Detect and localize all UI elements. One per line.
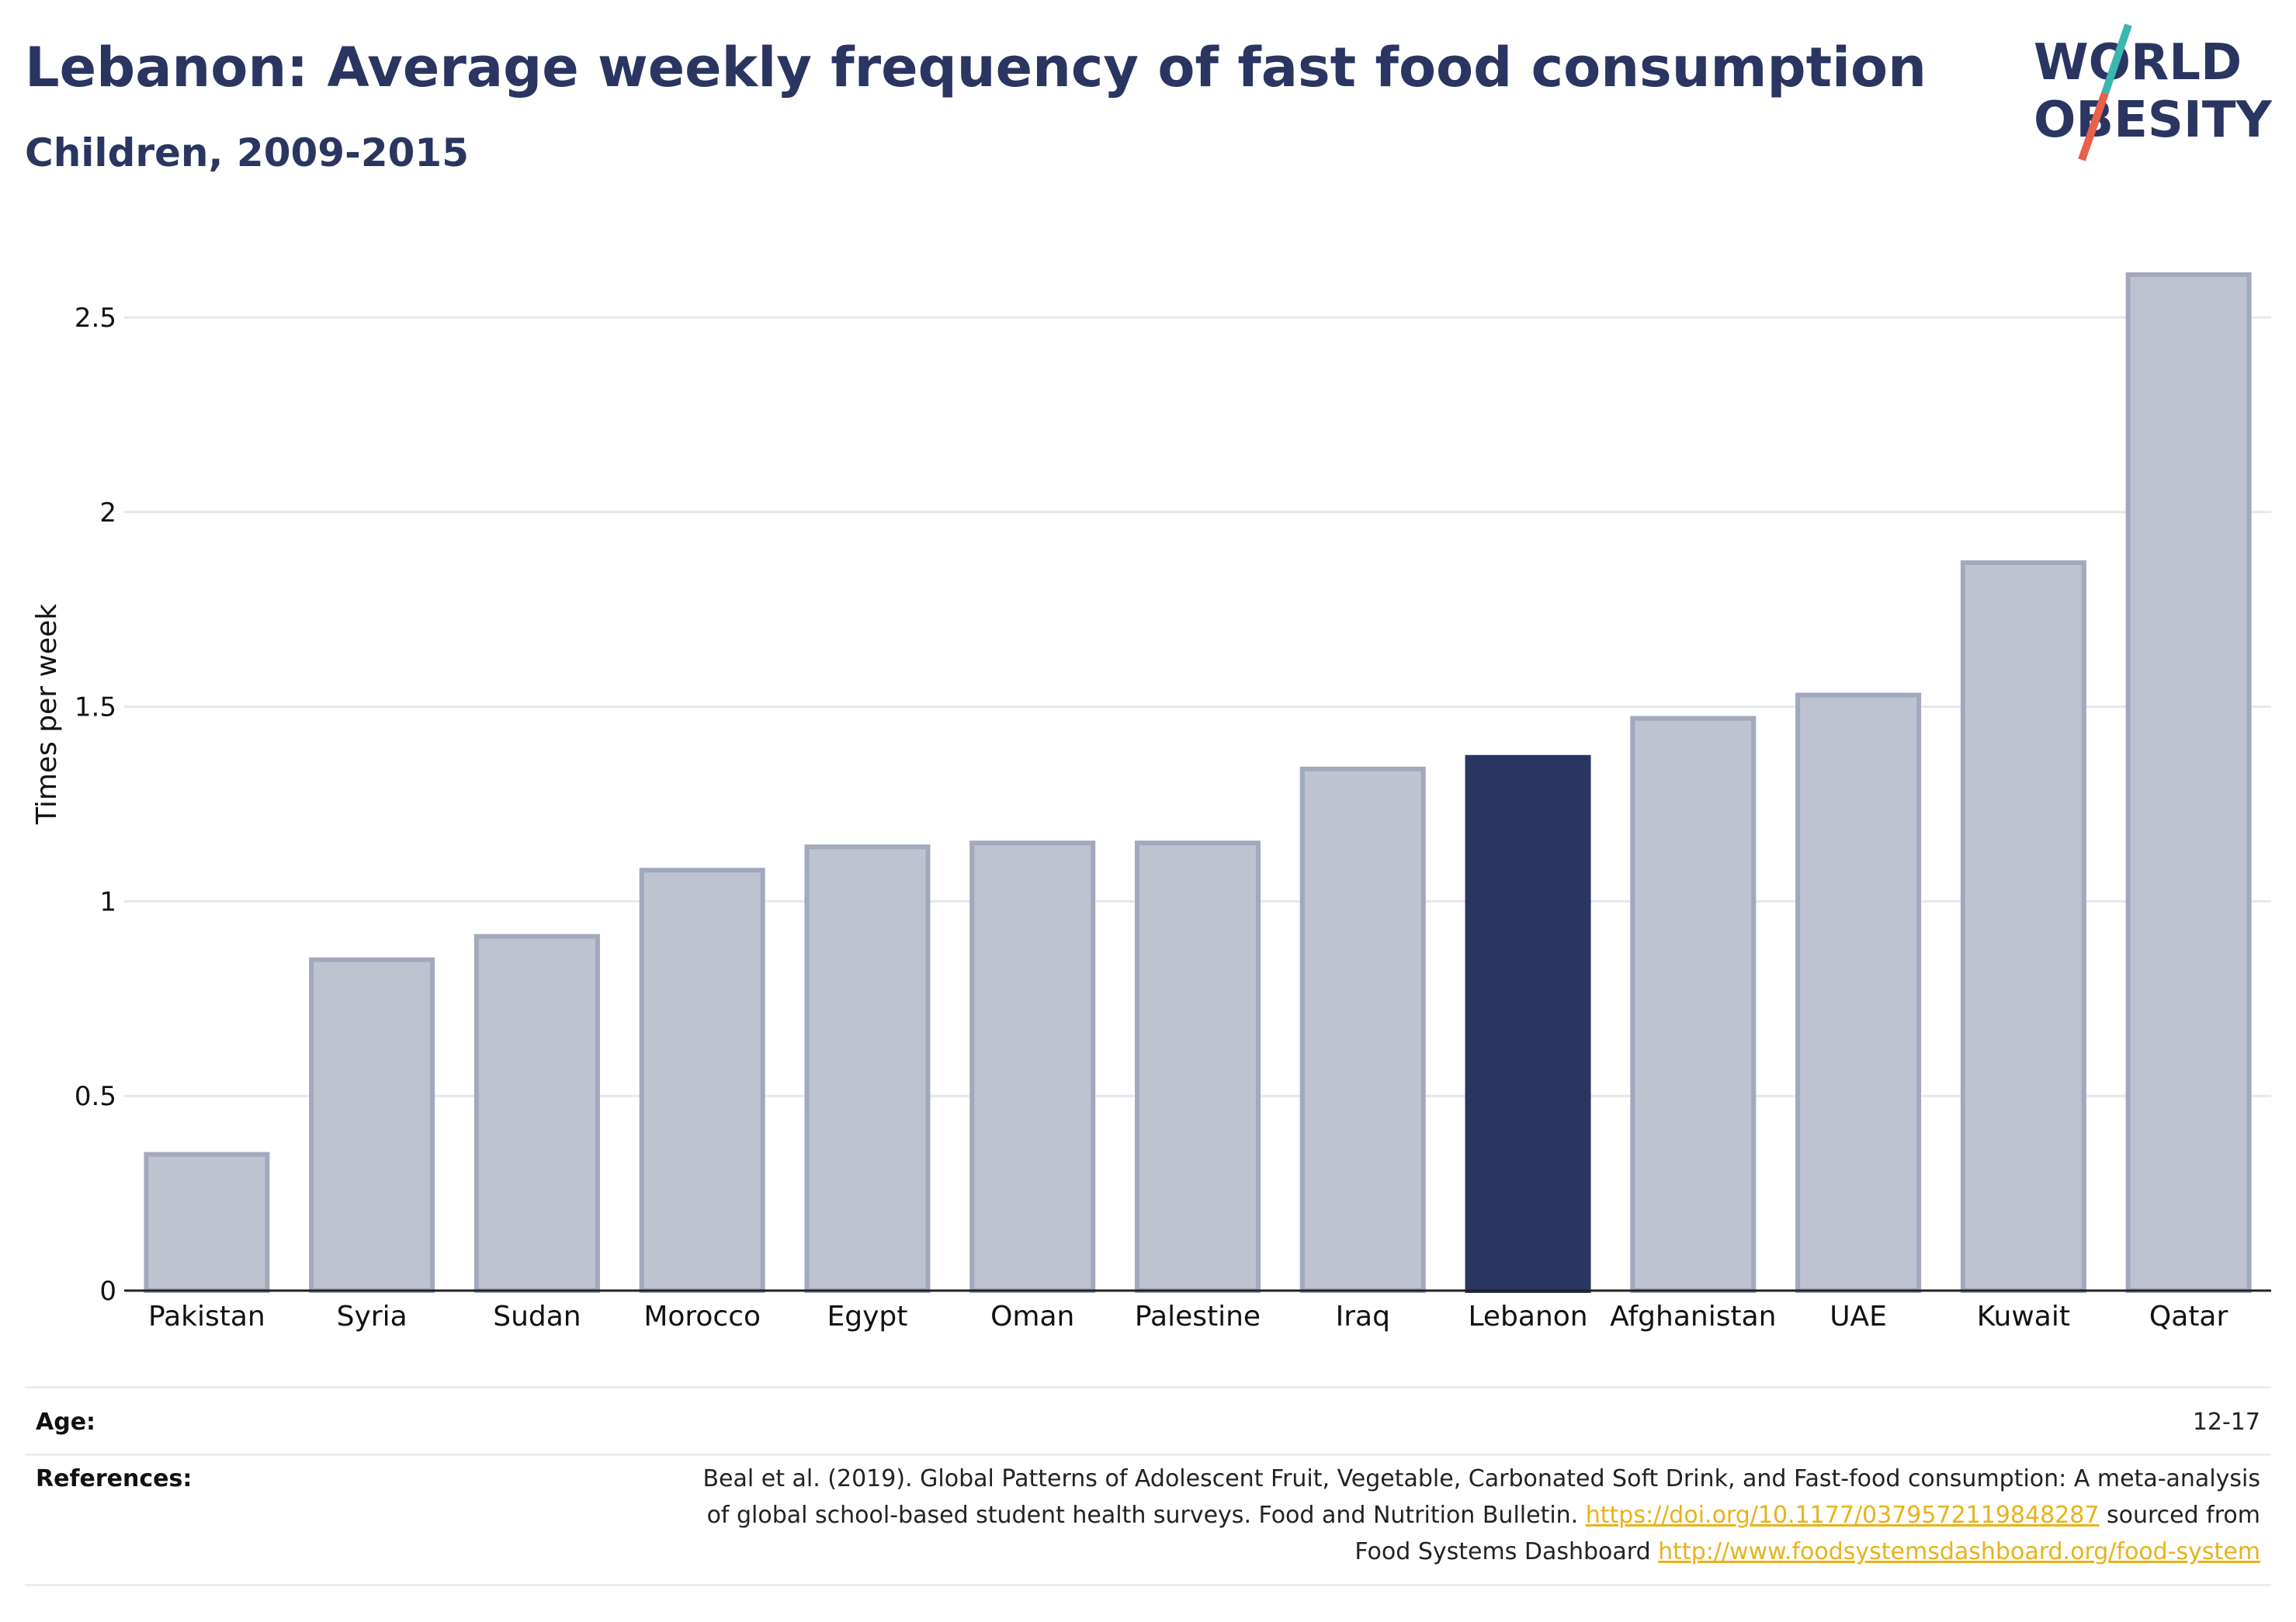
bars bbox=[144, 272, 2252, 1294]
bar-morocco[interactable] bbox=[639, 868, 765, 1293]
bar-pakistan[interactable] bbox=[144, 1152, 270, 1293]
x-tick-labels: Pakistan Syria Sudan Morocco Egypt Oman Palest… bbox=[148, 1301, 2228, 1333]
y-axis-title: Times per week bbox=[31, 604, 63, 825]
references-row: References: Beal et al. (2019). Global P… bbox=[25, 1456, 2271, 1586]
y-tick-labels: 0 0.5 1 1.5 2 2.5 bbox=[75, 303, 116, 1307]
references-line-3: Food Systems Dashboard http://www.foodsy… bbox=[553, 1534, 2260, 1570]
x-tick-label: Qatar bbox=[2149, 1301, 2228, 1333]
y-tick-label: 2.5 bbox=[75, 303, 116, 334]
bar-kuwait[interactable] bbox=[1960, 560, 2086, 1293]
references-line-2-text: of global school-based student health su… bbox=[706, 1502, 1586, 1529]
x-tick-label: Kuwait bbox=[1977, 1301, 2070, 1333]
world-obesity-logo[interactable]: WORLD OBESITY bbox=[2018, 23, 2282, 163]
references-line-2-tail: sourced from bbox=[2099, 1502, 2260, 1529]
bar-egypt[interactable] bbox=[804, 844, 931, 1293]
bar-oman[interactable] bbox=[969, 840, 1096, 1294]
age-value: 12-17 bbox=[2192, 1409, 2260, 1436]
chart-title: Lebanon: Average weekly frequency of fas… bbox=[25, 36, 1927, 99]
x-tick-label: Iraq bbox=[1336, 1301, 1390, 1333]
x-tick-label: Oman bbox=[990, 1301, 1074, 1333]
bar-palestine[interactable] bbox=[1135, 840, 1261, 1294]
x-tick-label: Sudan bbox=[493, 1301, 581, 1333]
references-line-3-text: Food Systems Dashboard bbox=[1354, 1538, 1659, 1565]
doi-link[interactable]: https://doi.org/10.1177/0379572119848287 bbox=[1585, 1502, 2100, 1529]
logo-slash-top bbox=[2101, 23, 2132, 95]
references-line-1: Beal et al. (2019). Global Patterns of A… bbox=[702, 1465, 2260, 1492]
x-tick-label: Palestine bbox=[1135, 1301, 1261, 1333]
bar-uae[interactable] bbox=[1795, 692, 1922, 1293]
y-tick-label: 0 bbox=[99, 1276, 116, 1307]
y-tick-label: 1.5 bbox=[75, 692, 116, 723]
bar-chart: 0 0.5 1 1.5 2 2.5 Pakistan Syria Sudan Morocco Eg… bbox=[31, 272, 2271, 1333]
x-tick-label: Syria bbox=[337, 1301, 408, 1333]
logo-text-obesity: OBESITY bbox=[2034, 92, 2272, 149]
bar-syria[interactable] bbox=[309, 957, 435, 1293]
y-tick-label: 0.5 bbox=[75, 1081, 116, 1112]
bar-iraq[interactable] bbox=[1299, 766, 1426, 1293]
x-tick-label: Afghanistan bbox=[1610, 1301, 1776, 1333]
bar-afghanistan[interactable] bbox=[1630, 716, 1757, 1293]
food-systems-link[interactable]: http://www.foodsystemsdashboard.org/food… bbox=[1658, 1538, 2260, 1565]
bar-lebanon[interactable] bbox=[1465, 754, 1591, 1293]
y-tick-label: 2 bbox=[99, 497, 116, 529]
references-line-2: of global school-based student health su… bbox=[553, 1497, 2260, 1534]
logo-slash-bottom bbox=[2078, 92, 2109, 161]
bar-qatar[interactable] bbox=[2125, 272, 2252, 1294]
x-tick-label: UAE bbox=[1830, 1301, 1887, 1333]
x-tick-label: Lebanon bbox=[1468, 1301, 1587, 1333]
x-tick-label: Egypt bbox=[827, 1301, 908, 1333]
references-label: References: bbox=[36, 1465, 192, 1492]
references-text: Beal et al. (2019). Global Patterns of A… bbox=[553, 1461, 2260, 1570]
age-row: Age: 12-17 bbox=[25, 1388, 2271, 1456]
x-tick-label: Morocco bbox=[643, 1301, 761, 1333]
metadata-panel: Age: 12-17 References: Beal et al. (2019… bbox=[25, 1386, 2271, 1586]
age-label: Age: bbox=[36, 1409, 96, 1436]
logo-text-world: WORLD bbox=[2034, 34, 2242, 92]
y-tick-label: 1 bbox=[99, 886, 116, 917]
x-tick-label: Pakistan bbox=[148, 1301, 265, 1333]
bar-sudan[interactable] bbox=[473, 934, 600, 1293]
chart-subtitle: Children, 2009-2015 bbox=[25, 130, 469, 175]
